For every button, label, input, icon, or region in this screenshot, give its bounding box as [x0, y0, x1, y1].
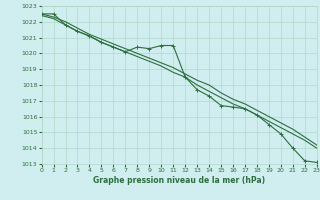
- X-axis label: Graphe pression niveau de la mer (hPa): Graphe pression niveau de la mer (hPa): [93, 176, 265, 185]
